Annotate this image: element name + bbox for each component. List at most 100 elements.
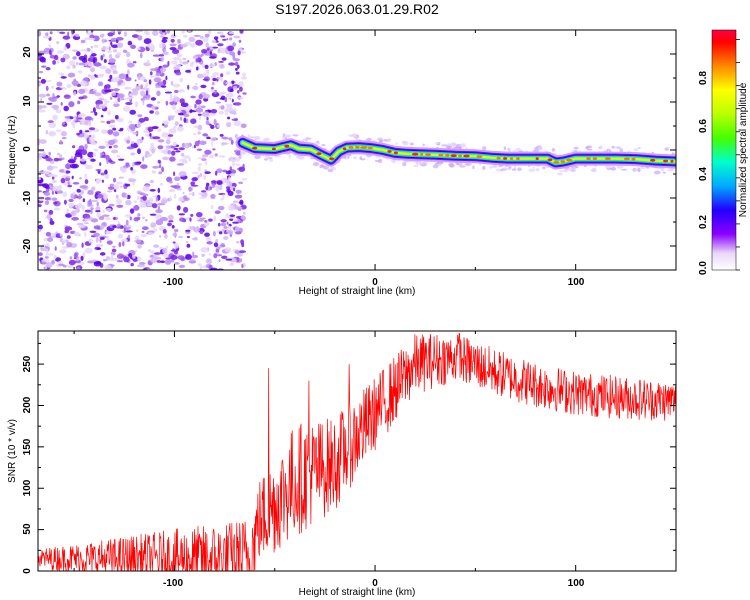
noise-speckle <box>38 70 44 74</box>
noise-speckle <box>180 116 183 121</box>
noise-speckle <box>88 238 93 244</box>
halo-speckle <box>269 158 273 162</box>
noise-speckle <box>180 43 188 48</box>
noise-speckle <box>53 207 61 211</box>
snr-plot-area <box>38 333 676 571</box>
noise-speckle <box>106 158 109 165</box>
noise-speckle <box>144 185 151 188</box>
noise-speckle <box>132 131 138 135</box>
halo-speckle <box>460 143 467 148</box>
y-tick-label: 0 <box>22 568 33 574</box>
noise-speckle <box>205 258 212 265</box>
halo-speckle <box>316 140 320 143</box>
noise-speckle <box>111 44 119 48</box>
halo-speckle <box>413 164 419 167</box>
noise-speckle <box>221 255 228 259</box>
noise-speckle <box>53 104 59 111</box>
noise-speckle <box>137 148 141 155</box>
noise-speckle <box>48 151 51 156</box>
noise-speckle <box>38 252 43 257</box>
noise-speckle <box>199 172 202 178</box>
noise-speckle <box>119 167 127 172</box>
noise-speckle <box>39 82 42 86</box>
noise-speckle <box>136 139 141 146</box>
halo-speckle <box>503 146 506 151</box>
noise-speckle <box>179 98 185 104</box>
noise-speckle <box>233 187 236 192</box>
noise-speckle <box>63 199 67 205</box>
halo-speckle <box>585 146 588 149</box>
noise-speckle <box>67 181 71 186</box>
noise-speckle <box>70 211 75 216</box>
noise-speckle <box>89 67 96 73</box>
halo-speckle <box>247 134 251 138</box>
noise-speckle <box>222 38 227 41</box>
noise-speckle <box>73 231 80 237</box>
noise-speckle <box>173 125 177 129</box>
halo-speckle <box>464 163 470 166</box>
noise-speckle <box>125 162 130 167</box>
noise-speckle <box>112 131 120 137</box>
halo-speckle <box>664 147 669 151</box>
noise-speckle <box>220 95 226 101</box>
noise-speckle <box>229 110 237 115</box>
noise-speckle <box>159 182 164 186</box>
noise-speckle <box>178 197 185 202</box>
noise-speckle <box>233 35 241 39</box>
spectrogram-x-axis-label: Height of straight line (km) <box>299 286 416 297</box>
noise-speckle <box>162 229 167 234</box>
noise-speckle <box>213 36 219 40</box>
noise-speckle <box>119 127 124 131</box>
noise-speckle <box>238 181 244 185</box>
noise-speckle <box>127 40 133 46</box>
noise-speckle <box>148 197 154 203</box>
noise-speckle <box>130 44 137 49</box>
noise-speckle <box>192 133 197 136</box>
noise-speckle <box>145 150 149 155</box>
ridge-peak <box>566 158 573 162</box>
halo-speckle <box>282 136 285 141</box>
noise-speckle <box>190 213 194 217</box>
noise-speckle <box>238 81 244 87</box>
noise-speckle <box>146 59 150 64</box>
noise-speckle <box>158 171 163 175</box>
noise-speckle <box>152 54 161 57</box>
noise-speckle <box>200 247 209 253</box>
figure-title: S197.2026.063.01.29.R02 <box>275 1 439 17</box>
noise-speckle <box>80 80 87 87</box>
snr-x-axis-label: Height of straight line (km) <box>299 587 416 598</box>
noise-speckle <box>210 109 218 114</box>
noise-speckle <box>182 57 187 61</box>
halo-speckle <box>551 148 556 152</box>
noise-speckle <box>156 260 161 263</box>
ridge-peak <box>316 152 322 156</box>
noise-speckle <box>183 117 187 123</box>
noise-speckle <box>225 170 232 175</box>
noise-speckle <box>38 152 43 159</box>
noise-speckle <box>193 125 199 128</box>
noise-speckle <box>95 243 104 248</box>
noise-speckle <box>228 31 235 35</box>
ridge-peak <box>271 147 276 151</box>
noise-speckle <box>60 57 66 63</box>
noise-speckle <box>188 157 192 162</box>
noise-speckle <box>219 31 224 36</box>
noise-speckle <box>169 43 177 47</box>
noise-speckle <box>221 142 229 145</box>
noise-speckle <box>90 207 94 211</box>
noise-speckle <box>173 95 177 98</box>
noise-speckle <box>53 201 58 205</box>
noise-speckle <box>200 84 207 89</box>
noise-speckle <box>201 158 207 162</box>
halo-speckle <box>502 167 507 172</box>
noise-speckle <box>77 70 83 74</box>
noise-speckle <box>137 114 143 118</box>
noise-speckle <box>109 124 115 128</box>
noise-speckle <box>107 129 114 135</box>
noise-speckle <box>229 218 234 222</box>
noise-speckle <box>81 204 85 211</box>
noise-speckle <box>91 186 96 191</box>
noise-speckle <box>190 43 196 48</box>
noise-speckle <box>69 256 73 260</box>
noise-speckle <box>225 213 230 219</box>
